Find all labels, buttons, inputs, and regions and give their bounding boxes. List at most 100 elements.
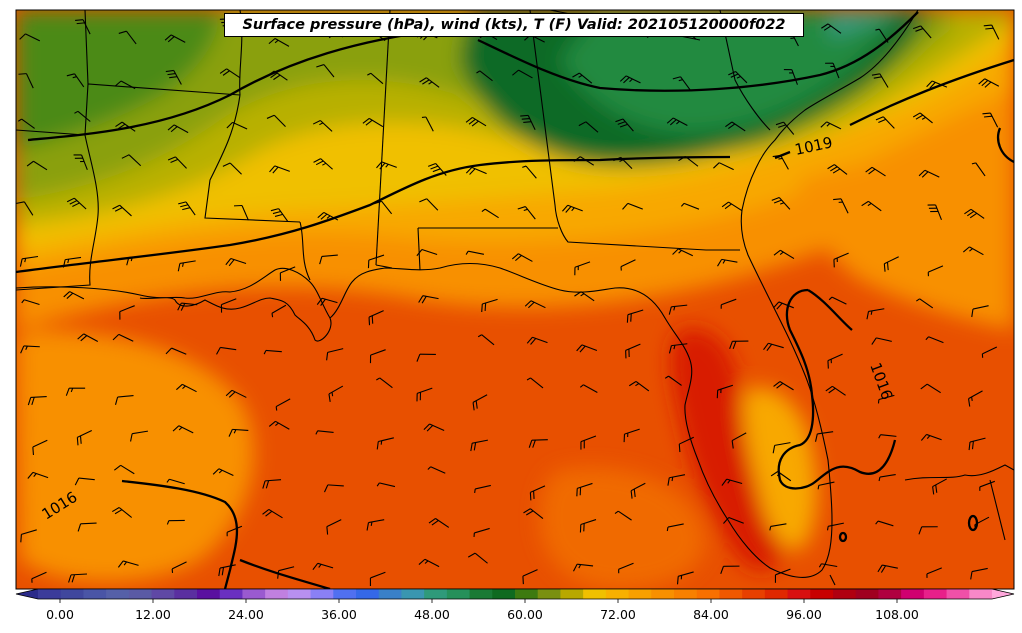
- wind-barb: [773, 249, 795, 260]
- coastline-gulf-florida: [329, 10, 919, 578]
- wind-barb: [326, 519, 342, 535]
- colorbar-swatch: [83, 589, 107, 599]
- wind-barb: [225, 257, 247, 267]
- colorbar-extend-high: [992, 589, 1014, 599]
- wind-barb: [833, 252, 849, 268]
- colorbar-swatch: [128, 589, 153, 599]
- wind-barb: [620, 259, 636, 271]
- wind-barb: [821, 23, 842, 34]
- colorbar-swatch: [810, 589, 834, 599]
- wind-barb: [668, 343, 688, 354]
- wind-barb: [219, 68, 241, 79]
- state-border-line: [16, 83, 241, 136]
- wind-barb: [678, 156, 699, 167]
- wind-barb: [827, 164, 848, 175]
- wind-barb: [820, 121, 842, 130]
- isobar-line: [239, 558, 331, 589]
- wind-barb: [672, 76, 691, 91]
- colorbar-swatch: [106, 589, 130, 599]
- wind-barb: [772, 154, 789, 170]
- isobar-1016-west: [121, 479, 239, 589]
- wind-barb: [316, 64, 335, 78]
- wind-barb: [121, 154, 142, 167]
- wind-barb: [65, 387, 86, 396]
- wind-barb: [574, 261, 591, 276]
- colorbar-extend-low: [16, 589, 38, 599]
- wind-barb: [773, 301, 794, 310]
- colorbar-swatch: [492, 589, 516, 599]
- wind-barb: [167, 124, 189, 134]
- colorbar-swatch: [197, 589, 221, 599]
- colorbar-swatch: [923, 589, 948, 599]
- wind-barb: [728, 71, 748, 84]
- wind-barb: [574, 291, 595, 302]
- temperature-fill-mid-green: [560, 10, 895, 133]
- wind-barb: [416, 353, 436, 362]
- wind-barb: [477, 334, 495, 346]
- wind-barb: [982, 112, 999, 128]
- wind-barb: [666, 117, 688, 126]
- wind-barb: [312, 120, 333, 132]
- wind-barb: [369, 571, 386, 586]
- coastline-bahamas: [904, 464, 1014, 481]
- colorbar-swatch: [60, 589, 85, 599]
- wind-barb: [875, 520, 894, 527]
- wind-barb: [968, 437, 986, 451]
- wind-barb: [112, 507, 133, 518]
- wind-barb: [774, 568, 791, 583]
- colorbar-swatch: [469, 589, 493, 599]
- wind-barb: [871, 337, 892, 345]
- wind-barb: [476, 70, 493, 82]
- wind-barb: [877, 564, 898, 573]
- isobar-line: [807, 289, 853, 331]
- wind-barb: [912, 112, 933, 124]
- wind-barb: [165, 69, 182, 85]
- wind-barb: [275, 398, 291, 411]
- colorbar-swatch: [174, 589, 198, 599]
- wind-barb: [326, 348, 344, 361]
- wind-barb: [271, 304, 287, 318]
- wind-barb: [164, 34, 186, 43]
- wind-barb: [520, 114, 536, 131]
- wind-barb: [369, 349, 386, 364]
- colorbar-swatch: [833, 589, 857, 599]
- wind-barb: [968, 390, 983, 407]
- wind-barb: [883, 256, 899, 272]
- wind-barb: [376, 377, 393, 389]
- wind-barb: [268, 420, 290, 430]
- wind-barb: [216, 346, 237, 355]
- wind-barb: [926, 567, 942, 578]
- wind-barb: [979, 480, 996, 491]
- state-border-line: [375, 264, 393, 269]
- colorbar-swatch: [537, 589, 562, 599]
- wind-barb: [578, 121, 599, 133]
- wind-barb: [117, 560, 139, 568]
- wind-barb: [113, 464, 135, 475]
- wind-barb: [428, 518, 450, 528]
- wind-barb: [172, 425, 194, 434]
- wind-barb: [978, 78, 1000, 88]
- wind-barb: [112, 204, 132, 217]
- wind-barb: [865, 166, 886, 177]
- wind-barb: [27, 471, 49, 479]
- wind-barb: [319, 254, 338, 265]
- wind-barb: [529, 485, 546, 501]
- wind-barb: [878, 434, 897, 439]
- wind-barb: [522, 569, 538, 585]
- wind-barb: [20, 345, 40, 354]
- wind-barb: [717, 258, 738, 267]
- wind-barb: [212, 468, 234, 477]
- colorbar-tick-label: 60.00: [507, 607, 543, 622]
- wind-barb: [668, 304, 688, 315]
- wind-barb: [263, 349, 282, 355]
- wind-barb: [676, 571, 694, 585]
- wind-barb: [628, 380, 650, 392]
- colorbar-tick-label: 72.00: [600, 607, 636, 622]
- colorbar-swatch: [878, 589, 902, 599]
- wind-barb: [576, 344, 598, 353]
- colorbar-swatch: [628, 589, 652, 599]
- wind-barb: [524, 300, 546, 309]
- wind-barb: [119, 305, 135, 320]
- wind-barb: [666, 523, 684, 532]
